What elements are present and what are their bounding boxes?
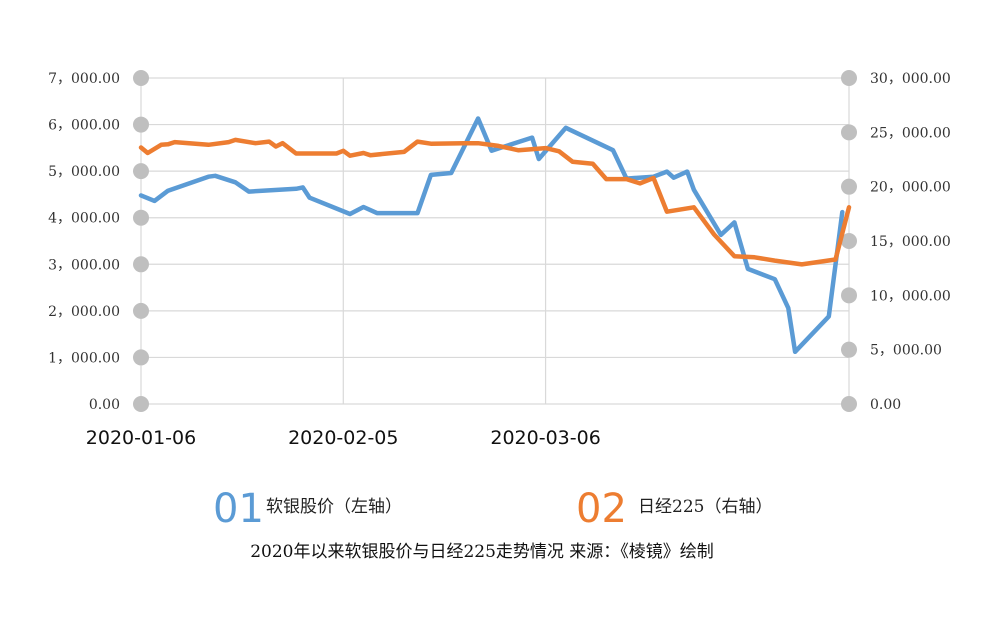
left-axis-marker [133,116,149,133]
legend-number-02: 02 [576,486,627,532]
right-tick-label: 0.00 [870,397,901,413]
x-tick-label: 2020-03-06 [490,427,600,449]
left-axis-marker [133,396,149,412]
legend-number-01: 01 [213,486,264,532]
legend-label-nikkei: 日经225（右轴） [638,497,772,517]
x-tick-label: 2020-02-05 [288,427,398,449]
gridlines [140,77,850,405]
left-tick-label: 0.00 [89,397,120,413]
left-axis-marker [133,209,149,226]
left-tick-label: 4，000.00 [48,211,120,227]
left-axis-marker [133,349,149,366]
right-tick-label: 5，000.00 [870,343,942,359]
legend: 01 软银股价（左轴） 02 日经225（右轴） [213,486,772,532]
x-tick-label: 2020-01-06 [86,427,196,449]
left-tick-label: 3，000.00 [48,257,120,273]
right-axis-tick-labels: 0.00 5，000.00 10，000.00 15，000.00 20，000.00 2… [870,71,951,413]
left-tick-label: 7，000.00 [48,71,120,87]
left-tick-label: 2，000.00 [48,304,120,320]
right-tick-label: 10，000.00 [870,288,951,304]
series-lines [138,116,852,355]
right-axis-marker [841,70,857,86]
right-axis-marker [841,396,857,412]
legend-label-softbank: 软银股价（左轴） [266,497,402,517]
right-tick-label: 30，000.00 [870,71,951,87]
right-axis-marker [841,124,857,141]
right-tick-label: 25，000.00 [870,125,951,141]
left-tick-label: 5，000.00 [48,164,120,180]
left-tick-label: 1，000.00 [48,350,120,366]
left-axis-marker [133,70,149,86]
right-tick-label: 20，000.00 [870,180,951,196]
left-tick-label: 6，000.00 [48,118,120,134]
series-line-nikkei [138,137,852,267]
right-axis-marker [841,287,857,304]
x-axis-tick-labels: 2020-01-06 2020-02-05 2020-03-06 [86,427,601,449]
left-axis-marker [133,256,149,273]
left-axis-marker [133,302,149,319]
left-axis-marker [133,163,149,180]
left-axis-tick-labels: 0.00 1，000.00 2，000.00 3，000.00 4，000.00 5，00… [48,71,120,413]
right-axis-marker [841,233,857,249]
chart-caption: 2020年以来软银股价与日经225走势情况 来源：《棱镜》绘制 [250,542,714,562]
right-axis-marker [841,341,857,358]
axis-tick-markers [133,70,857,412]
right-axis-marker [841,178,857,195]
series-line-softbank [138,116,845,355]
right-tick-label: 15，000.00 [870,234,951,250]
